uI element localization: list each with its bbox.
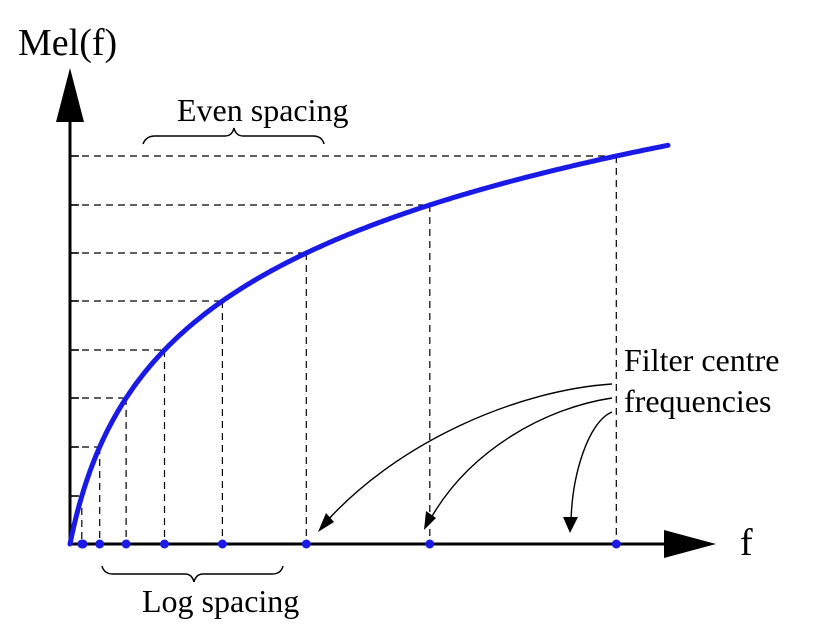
frequency-marker-dot (425, 539, 435, 549)
x-axis-label: f (740, 522, 753, 564)
frequency-marker-dot (301, 539, 311, 549)
filter-annotation-arrows (325, 383, 613, 523)
frequency-marker-dot (160, 539, 169, 549)
filter-label-line2: frequencies (624, 383, 771, 419)
frequency-marker-dot (217, 539, 227, 549)
y-axis-arrowhead (56, 68, 84, 122)
filter-annotation-arrowheads (318, 511, 578, 533)
frequency-marker-dot (77, 539, 87, 549)
filter-label-line1: Filter centre (624, 342, 779, 378)
arrow-curve-1 (325, 383, 613, 523)
frequency-markers (77, 539, 621, 549)
axes (56, 68, 716, 558)
even-spacing-label: Even spacing (177, 92, 349, 128)
arrow-curve-3 (570, 411, 613, 523)
frequency-marker-dot (95, 539, 105, 549)
arrowhead-3 (563, 517, 578, 533)
arrowhead-1 (318, 513, 334, 532)
frequency-marker-dot (611, 539, 621, 549)
log-spacing-label: Log spacing (142, 583, 299, 619)
frequency-marker-dot (121, 539, 131, 549)
even-spacing-brace (142, 127, 325, 145)
log-spacing-brace (101, 565, 284, 583)
arrowhead-2 (424, 511, 436, 530)
dashed-guide-lines (70, 155, 617, 544)
arrow-curve-2 (430, 397, 613, 519)
x-axis-arrowhead (664, 530, 716, 558)
y-axis-label: Mel(f) (18, 22, 117, 64)
mel-curve (67, 142, 671, 547)
